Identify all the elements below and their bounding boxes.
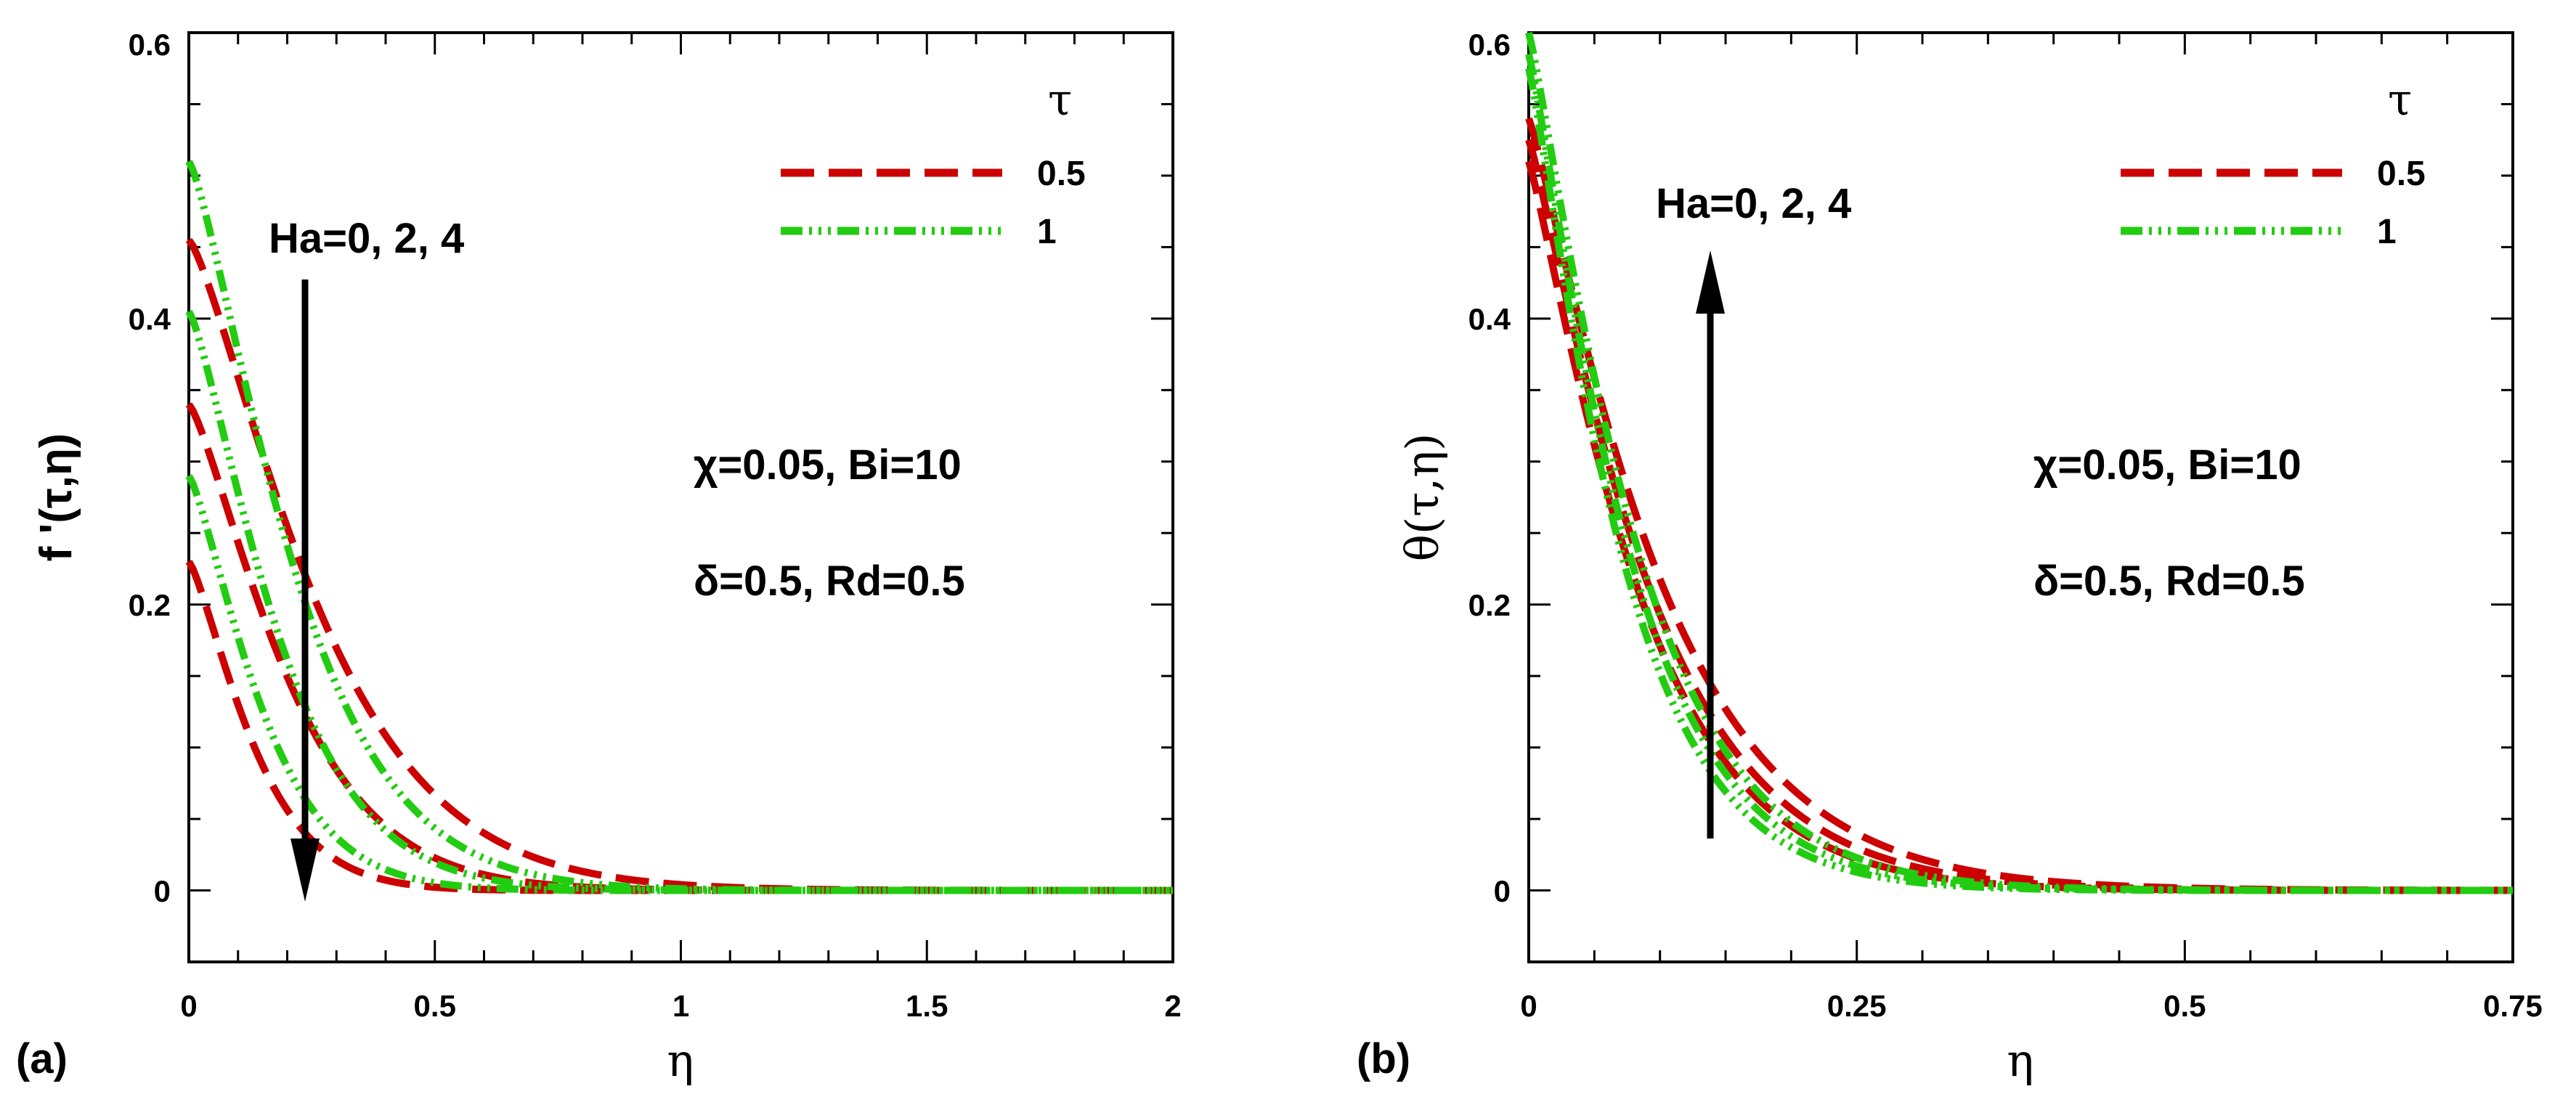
x-axis-label: η [2007,1034,2033,1087]
panel-b: 0 0.25 0.5 0.75 0 0.2 0.4 0.6 η θ(τ,η) (… [1357,28,2543,1087]
series-line [1525,139,2513,894]
legend-label: 0.5 [2377,155,2426,193]
legend-title: τ [1048,75,1072,126]
tick-marks-a [187,31,1174,962]
x-tick-label: 0.25 [1827,989,1887,1023]
x-tick-label: 0 [180,989,197,1023]
y-axis-label: f '(τ,η) [31,433,81,562]
x-axis-label: η [667,1034,694,1087]
legend-label: 1 [2377,213,2397,251]
series-line [185,237,1173,894]
tick-marks-b [1527,31,2514,962]
x-tick-label: 0.5 [2163,989,2206,1023]
series-group-b [1525,31,2513,894]
x-tick-label: 1 [673,989,689,1023]
legend-label: 1 [1037,213,1057,251]
y-tick-label: 0.6 [1468,28,1511,62]
y-tick-label: 0 [1494,874,1511,908]
x-tick-label: 1.5 [906,989,948,1023]
series-line [185,160,1173,894]
series-group-a [185,160,1173,894]
annotation-params-2: δ=0.5, Rd=0.5 [694,558,965,605]
legend-label: 0.5 [1037,155,1086,193]
series-line [1525,117,2513,894]
series-line [185,309,1173,894]
arrow-head-b [1696,250,1725,314]
panel-label-a: (a) [16,1035,68,1082]
annotation-ha: Ha=0, 2, 4 [1656,180,1851,227]
y-tick-label: 0.4 [129,302,171,336]
y-tick-label: 0.4 [1468,302,1511,336]
y-tick-label: 0.2 [1468,588,1511,622]
plot-frame-b [1527,31,2514,963]
legend-b: τ 0.5 1 [2121,75,2426,251]
x-tick-label: 0 [1520,989,1537,1023]
annotation-params-1: χ=0.05, Bi=10 [2033,441,2301,489]
x-tick-label: 0.75 [2483,989,2543,1023]
panel-label-b: (b) [1357,1035,1410,1082]
arrow-head-a [290,838,320,902]
x-tick-label: 0.5 [414,989,456,1023]
annotation-ha: Ha=0, 2, 4 [269,215,464,262]
y-tick-label: 0.6 [129,28,171,62]
annotation-params-2: δ=0.5, Rd=0.5 [2033,558,2305,605]
series-line [1525,31,2513,894]
series-line [185,474,1173,894]
panel-a: 0 0.5 1 1.5 2 0 0.2 0.4 0.6 η f '(τ,η) (… [16,28,1182,1087]
annotation-params-1: χ=0.05, Bi=10 [694,441,962,489]
plot-frame-a [187,31,1174,963]
y-axis-label: θ(τ,η) [1396,433,1449,562]
x-tick-label: 2 [1164,989,1181,1023]
series-line [1525,160,2513,894]
y-tick-label: 0 [154,874,171,908]
y-tick-label: 0.2 [129,588,171,622]
legend-a: τ 0.5 1 [781,75,1086,251]
legend-title: τ [2388,75,2412,126]
